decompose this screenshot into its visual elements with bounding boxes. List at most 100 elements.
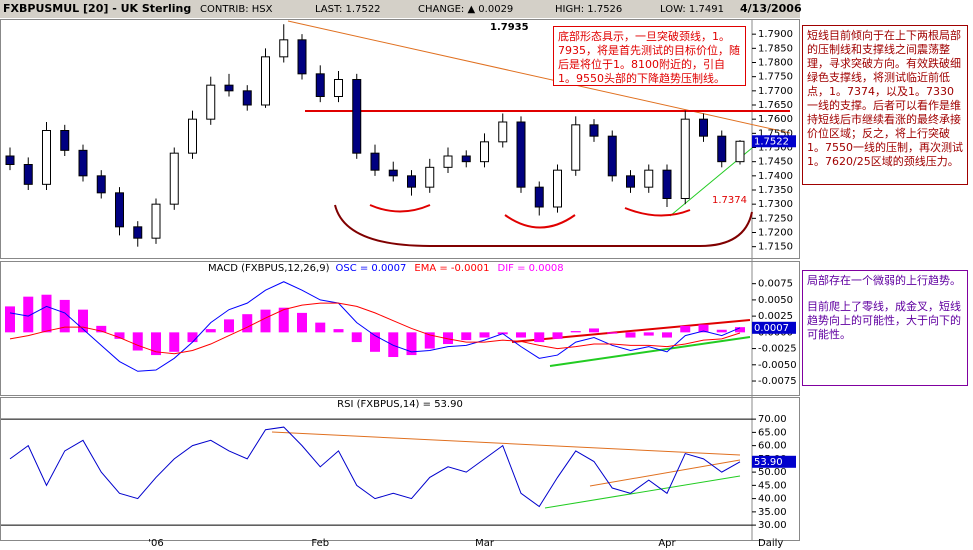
- y-tick-label: 1.7750: [758, 72, 793, 83]
- y-tick-label: 60.00: [758, 441, 787, 452]
- candle-body: [644, 169, 654, 188]
- candle-body: [480, 141, 489, 163]
- histogram-bar: [59, 299, 70, 333]
- histogram-bar: [735, 327, 745, 333]
- y-tick-label: 1.7850: [758, 43, 793, 54]
- candle-body: [388, 169, 398, 177]
- histogram-bar: [680, 325, 691, 333]
- histogram-bar: [716, 329, 727, 333]
- annotation: 1.7374: [712, 195, 747, 206]
- candle-body: [5, 155, 15, 165]
- y-tick-label: 1.7300: [758, 199, 793, 210]
- note-right2: 局部存在一个微弱的上行趋势。 目前爬上了零线，成金叉，短线趋势向上的可能性，大于…: [802, 270, 968, 386]
- candle-body: [279, 39, 289, 58]
- y-tick-label: 1.7350: [758, 185, 793, 196]
- last-value-box: [752, 135, 796, 148]
- last-value-label: 53.90: [754, 457, 783, 468]
- y-tick-label: 50.00: [758, 467, 787, 478]
- histogram-bar: [242, 314, 253, 333]
- y-tick-label: 1.7550: [758, 128, 793, 139]
- candle-body: [261, 56, 270, 106]
- y-tick-label: 40.00: [758, 494, 787, 505]
- histogram-bar: [698, 324, 709, 333]
- last-value-label: 0.0007: [754, 323, 789, 334]
- candle-body: [352, 79, 362, 154]
- histogram-bar: [96, 325, 107, 333]
- y-tick-label: -0.0025: [758, 344, 797, 355]
- histogram-bar: [443, 332, 453, 345]
- histogram-bar: [205, 329, 216, 333]
- y-tick-label: 1.7650: [758, 100, 793, 111]
- rsi-panel: [0, 397, 800, 541]
- histogram-bar: [406, 332, 417, 356]
- histogram-bar: [224, 319, 234, 333]
- y-tick-label: 0.0025: [758, 311, 793, 322]
- rsi-support: [544, 475, 741, 509]
- header-last: LAST: 1.7522: [315, 4, 381, 15]
- candle-body: [498, 121, 508, 143]
- histogram-bar: [552, 332, 563, 339]
- candle-body: [407, 175, 416, 188]
- header-title: FXBPUSMUL [20] - UK Sterling: [3, 2, 191, 15]
- histogram-bar: [5, 306, 15, 333]
- note-line: 目前爬上了零线，成金叉，短线趋势向上的可能性，大于向下的可能性。: [807, 300, 961, 341]
- candle-body: [78, 149, 88, 177]
- y-tick-label: 1.7600: [758, 114, 793, 125]
- header-high: HIGH: 1.7526: [555, 4, 622, 15]
- candle-body: [334, 79, 343, 97]
- candle-body: [206, 84, 216, 120]
- histogram-bar: [114, 332, 125, 339]
- histogram-bar: [516, 332, 526, 338]
- last-value-label: 1.7522: [754, 136, 789, 147]
- candle-body: [461, 155, 471, 163]
- note-top: 底部形态具示，一旦突破颈线，1。7935，将是首先测试的目标价位，随后是将位于1…: [553, 26, 746, 86]
- histogram-bar: [23, 296, 34, 333]
- y-tick-label: 45.00: [758, 480, 787, 491]
- candle-body: [626, 175, 635, 188]
- x-tick-label: Feb: [311, 538, 329, 549]
- legend-entry: OSC = 0.0007: [335, 263, 406, 274]
- histogram-bar: [662, 332, 672, 338]
- candle-body: [96, 175, 106, 194]
- rsi-trend: [271, 431, 741, 456]
- note-right: 短线目前倾向于在上下两根局部的压制线和支撑线之间震荡整理，寻求突破方向。有效跌破…: [802, 25, 968, 185]
- histogram-bar: [370, 332, 380, 352]
- y-tick-label: 0.0050: [758, 295, 793, 306]
- histogram-bar: [78, 309, 88, 333]
- histogram-bar: [534, 332, 545, 343]
- candle-body: [735, 140, 745, 163]
- x-axis-label: Daily: [758, 538, 783, 549]
- histogram-bar: [187, 332, 198, 343]
- candle-body: [553, 169, 562, 208]
- legend-entry: EMA = -0.0001: [414, 263, 489, 274]
- y-tick-label: 1.7500: [758, 143, 793, 154]
- candle-body: [516, 121, 526, 188]
- candle-body: [699, 118, 708, 137]
- header-low: LOW: 1.7491: [660, 4, 724, 15]
- histogram-bar: [278, 307, 289, 333]
- histogram-bar: [388, 332, 399, 358]
- histogram-bar: [424, 332, 435, 349]
- candle-body: [443, 155, 453, 168]
- y-tick-label: 1.7800: [758, 58, 793, 69]
- candle-body: [23, 164, 33, 185]
- histogram-bar: [41, 294, 52, 333]
- histogram-bar: [260, 309, 271, 333]
- histogram-bar: [132, 332, 143, 351]
- x-tick-label: '06: [148, 538, 163, 549]
- candle-body: [589, 124, 599, 137]
- rsi-title: RSI (FXBPUS,14) = 53.90: [337, 399, 463, 410]
- y-tick-label: -0.0050: [758, 360, 797, 371]
- candle-body: [607, 135, 617, 177]
- candle-body: [662, 169, 672, 200]
- candle-body: [224, 84, 234, 92]
- y-tick-label: 30.00: [758, 520, 787, 531]
- candle-body: [297, 39, 307, 75]
- y-tick-label: 65.00: [758, 427, 787, 438]
- histogram-bar: [643, 332, 654, 336]
- macd-panel: [0, 261, 800, 396]
- y-tick-label: 0.0075: [758, 279, 793, 290]
- y-tick-label: 1.7150: [758, 242, 793, 253]
- y-tick-label: 1.7450: [758, 157, 793, 168]
- histogram-bar: [169, 332, 180, 352]
